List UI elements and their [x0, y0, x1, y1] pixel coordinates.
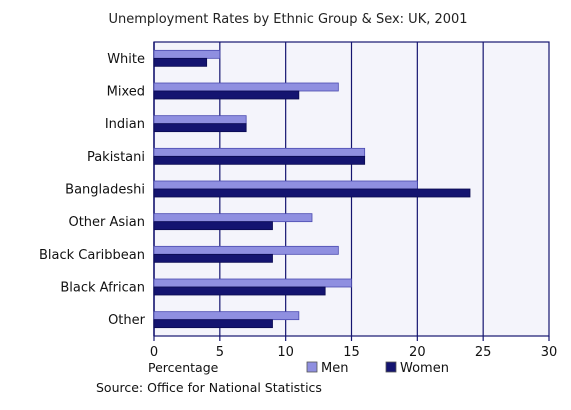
legend-label-men: Men — [321, 361, 348, 376]
bar-women-pakistani — [153, 155, 366, 165]
bar-men-mixed — [153, 82, 339, 92]
bars-layer — [153, 49, 471, 329]
bar-women-bangladeshi — [153, 188, 471, 198]
category-label-mixed: Mixed — [107, 85, 145, 100]
x-tick-label-30: 30 — [541, 345, 558, 360]
x-tick-label-15: 15 — [343, 345, 360, 360]
bar-women-black-african — [153, 286, 326, 296]
category-label-indian: Indian — [105, 117, 145, 132]
bar-men-black-african — [153, 278, 352, 288]
x-tick-label-0: 0 — [150, 345, 158, 360]
bar-men-pakistani — [153, 147, 366, 157]
bar-women-black-caribbean — [153, 253, 273, 263]
bar-men-indian — [153, 115, 247, 125]
x-tick-label-20: 20 — [409, 345, 426, 360]
bar-men-other — [153, 311, 300, 321]
bar-women-white — [153, 57, 208, 67]
chart-title: Unemployment Rates by Ethnic Group & Sex… — [108, 12, 467, 27]
bar-men-bangladeshi — [153, 180, 418, 190]
legend-swatch-women — [385, 361, 397, 373]
source-note: Source: Office for National Statistics — [96, 380, 322, 395]
bar-women-other — [153, 319, 273, 329]
legend: Men Women — [306, 361, 449, 376]
x-tick-labels: 0 5 10 15 20 25 30 — [150, 345, 557, 360]
bar-men-black-caribbean — [153, 245, 339, 255]
category-label-other-asian: Other Asian — [68, 215, 145, 230]
category-label-black-african: Black African — [60, 281, 145, 296]
legend-label-women: Women — [400, 361, 449, 376]
x-tick-label-5: 5 — [216, 345, 224, 360]
bar-women-indian — [153, 123, 247, 133]
category-label-pakistani: Pakistani — [87, 150, 145, 165]
legend-swatch-men — [306, 361, 318, 373]
x-axis-label: Percentage — [148, 360, 219, 375]
bar-men-other-asian — [153, 213, 313, 223]
category-label-other: Other — [108, 313, 146, 328]
category-label-white: White — [107, 52, 145, 67]
bar-men-white — [153, 49, 221, 59]
x-tick-label-25: 25 — [475, 345, 492, 360]
x-tick-label-10: 10 — [277, 345, 294, 360]
bar-women-mixed — [153, 90, 300, 100]
category-labels: White Mixed Indian Pakistani Bangladeshi Othe… — [39, 52, 146, 328]
bar-women-other-asian — [153, 221, 273, 231]
category-label-black-caribbean: Black Caribbean — [39, 248, 145, 263]
category-label-bangladeshi: Bangladeshi — [65, 183, 145, 198]
